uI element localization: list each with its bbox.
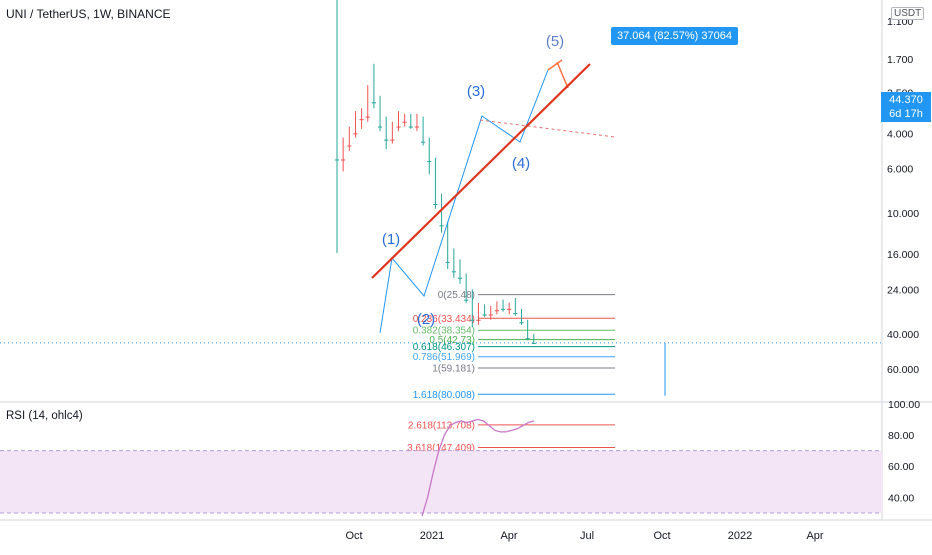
candle-body — [414, 126, 420, 128]
candle-body — [482, 314, 487, 316]
candle-body — [476, 319, 481, 321]
fib-level-label: 1.618(80.008) — [413, 390, 475, 401]
time-tick-label: 2021 — [420, 530, 444, 542]
fib-level-label: 0.618(46.307) — [413, 342, 475, 353]
candle-body — [457, 277, 463, 279]
last-price-tag: 44.370 6d 17h — [881, 92, 931, 122]
projection-dashed-line — [479, 119, 616, 138]
last-price-countdown: 6d 17h — [889, 108, 923, 120]
fib-level-label: 0.786(51.969) — [413, 352, 475, 363]
candle-body — [408, 126, 413, 128]
candle-body — [371, 102, 376, 104]
rsi-tick-label: 60.00 — [888, 461, 914, 473]
candle-body — [384, 139, 389, 141]
price-tick-label: 10.000 — [887, 208, 919, 220]
wave-label: (3) — [467, 83, 485, 100]
candle-body — [500, 308, 506, 310]
candle-body — [365, 116, 370, 118]
candle-body — [402, 121, 407, 123]
price-tick-label: 60.000 — [887, 364, 919, 376]
time-tick-label: 2022 — [728, 530, 752, 542]
fib-level-label: 3.618(147.409) — [407, 443, 475, 454]
arrow-up-icon — [547, 59, 563, 71]
fib-level-label: 0.5(42.73) — [429, 335, 475, 346]
wave-label: (4) — [512, 155, 530, 172]
rsi-tick-label: 100.00 — [888, 399, 920, 411]
candle-body — [421, 141, 426, 143]
wave-label: (5) — [546, 33, 564, 50]
symbol-title[interactable]: UNI / TetherUS, 1W, BINANCE — [6, 7, 171, 21]
candle-body — [445, 261, 450, 263]
candle-body — [396, 126, 401, 128]
trend-line — [371, 63, 591, 279]
fib-level-label: 0.382(38.354) — [413, 326, 475, 337]
time-tick-label: Oct — [653, 530, 670, 542]
price-tick-label: 24.000 — [887, 284, 919, 296]
candle-body — [531, 342, 536, 344]
candle-body — [470, 319, 475, 321]
candle-body — [353, 133, 358, 135]
candle-body — [525, 338, 530, 340]
candle-body — [390, 139, 395, 141]
candle-body — [513, 313, 518, 315]
rsi-band — [0, 450, 882, 513]
candle-body — [488, 314, 493, 316]
candle-body — [359, 119, 364, 121]
last-price-value: 44.370 — [889, 94, 923, 106]
fib-level-label: 1(59.181) — [432, 364, 475, 375]
time-tick-label: Apr — [806, 530, 823, 542]
candle-body — [427, 161, 432, 163]
candle-body — [334, 159, 340, 161]
currency-badge[interactable]: USDT — [891, 7, 925, 20]
arrow-down-icon — [556, 61, 569, 89]
rsi-tick-label: 80.00 — [888, 430, 914, 442]
wave-label: (2) — [417, 311, 435, 328]
measure-label: 37.064 (82.57%) 37064 — [611, 27, 738, 45]
rsi-line — [421, 418, 535, 517]
time-tick-label: Apr — [500, 530, 517, 542]
price-tick-label: 6.000 — [887, 164, 913, 176]
fib-level-label: 0(25.48) — [438, 290, 475, 301]
price-tick-label: 1.700 — [887, 54, 913, 66]
price-tick-label: 40.000 — [887, 329, 919, 341]
rsi-title[interactable]: RSI (14, ohlc4) — [6, 410, 83, 422]
candle-body — [341, 159, 346, 161]
elliott-wave-path — [379, 69, 549, 334]
candle-body — [451, 271, 456, 273]
time-tick-label: Oct — [345, 530, 362, 542]
candle-body — [494, 310, 499, 312]
rsi-tick-label: 40.00 — [888, 492, 914, 504]
candle-body — [439, 225, 444, 227]
price-tick-label: 16.000 — [887, 249, 919, 261]
candle-body — [377, 126, 383, 128]
fib-level-label: 0.236(33.434) — [413, 314, 475, 325]
fib-level-label: 2.618(113.708) — [408, 420, 475, 431]
candle-body — [433, 203, 438, 205]
time-tick-label: Jul — [580, 530, 594, 542]
candle-body — [464, 299, 469, 301]
price-tick-label: 4.000 — [887, 128, 913, 140]
candle-body — [519, 322, 524, 324]
wave-label: (1) — [382, 231, 400, 248]
candle-body — [507, 308, 512, 310]
candle-body — [347, 145, 352, 147]
